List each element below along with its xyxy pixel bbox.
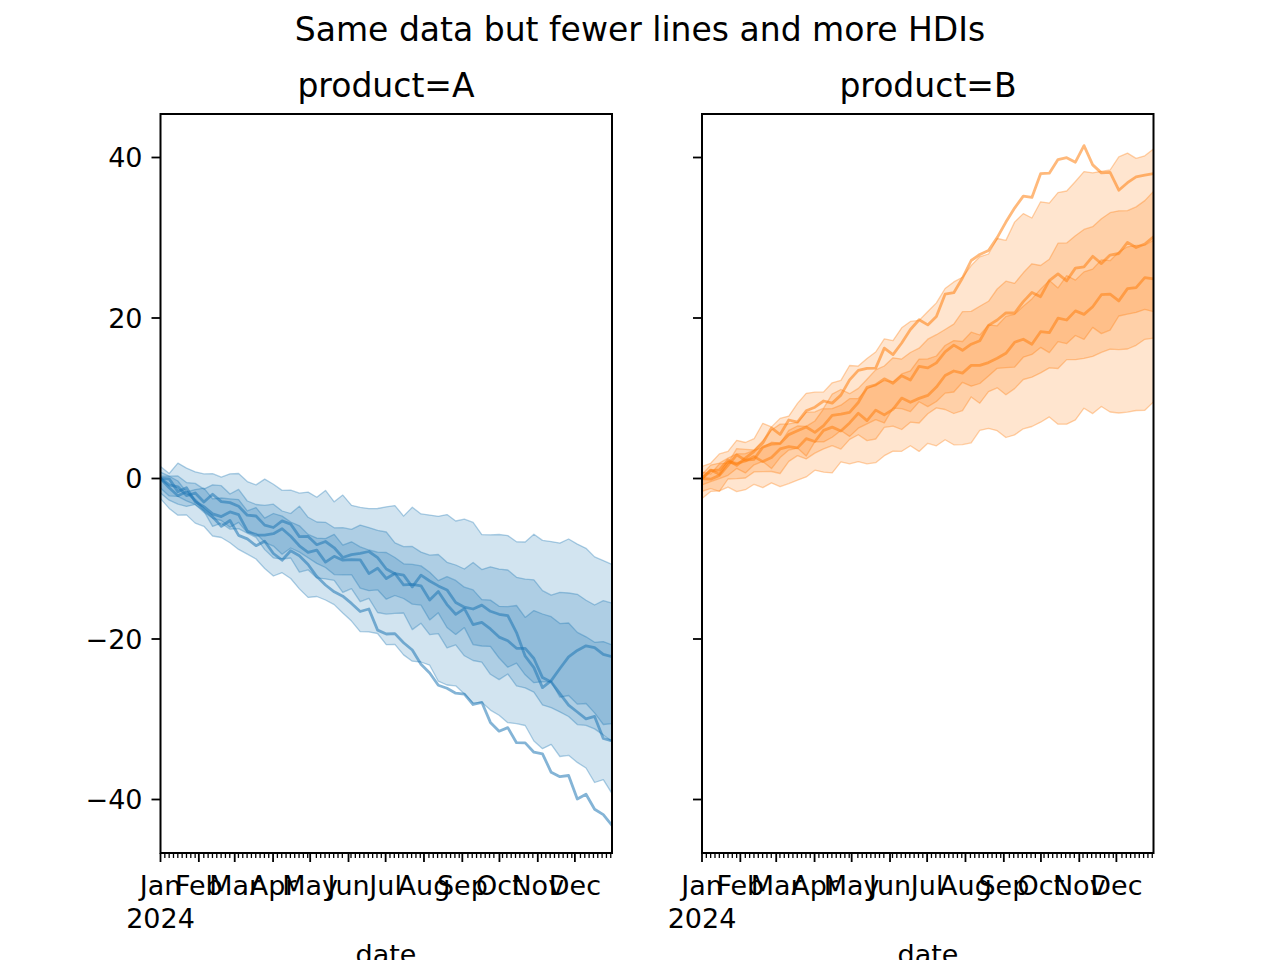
x-year-label: 2024 xyxy=(126,903,195,934)
x-tick-label: Jun xyxy=(325,870,369,901)
y-tick-label: −20 xyxy=(86,624,143,655)
subplot-b-xaxis-label: date xyxy=(702,940,1154,960)
x-tick-label: Dec xyxy=(549,870,601,901)
subplot-a-title: product=A xyxy=(160,68,612,104)
plot-area xyxy=(161,463,613,825)
subplot-b-title: product=B xyxy=(702,68,1154,104)
figure-suptitle: Same data but fewer lines and more HDIs xyxy=(0,12,1280,48)
figure-canvas: JanFebMarAprMayJunJulAugSepOctNovDec2024… xyxy=(0,0,1280,960)
x-year-label: 2024 xyxy=(668,903,737,934)
subplot-a: JanFebMarAprMayJunJulAugSepOctNovDec2024… xyxy=(86,114,612,934)
y-tick-label: 40 xyxy=(108,142,142,173)
subplot-a-xaxis-label: date xyxy=(160,940,612,960)
y-tick-label: 0 xyxy=(125,463,142,494)
x-tick-label: Jun xyxy=(867,870,911,901)
y-tick-label: 20 xyxy=(108,303,142,334)
subplot-b: JanFebMarAprMayJunJulAugSepOctNovDec2024 xyxy=(668,114,1154,934)
plot-area xyxy=(702,146,1154,499)
x-tick-label: Dec xyxy=(1090,870,1142,901)
y-tick-label: −40 xyxy=(86,784,143,815)
